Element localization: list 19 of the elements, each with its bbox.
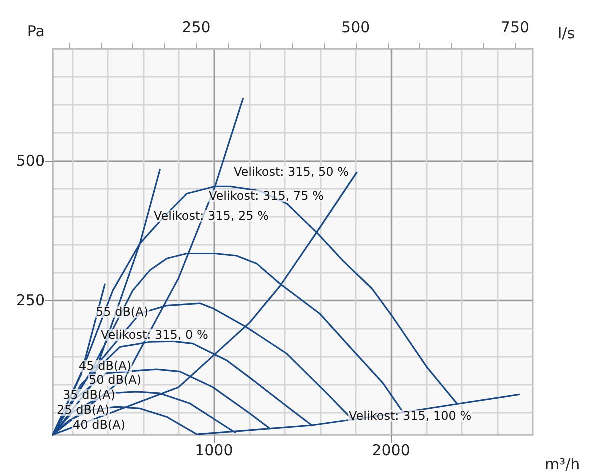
x2-tick-label: 250 [182, 18, 211, 36]
annotation: 50 dB(A) [89, 373, 142, 387]
annotation: 25 dB(A) [57, 403, 110, 417]
annotation: 45 dB(A) [79, 359, 132, 373]
annotation: Velikost: 315, 75 % [209, 189, 324, 203]
annotation: 55 dB(A) [96, 305, 149, 319]
x2-axis-title: l/s [558, 24, 576, 42]
annotation: Velikost: 315, 25 % [154, 209, 270, 223]
annotation: 35 dB(A) [63, 388, 116, 402]
annotation: Velikost: 315, 50 % [234, 165, 350, 179]
x-tick-label: 1000 [195, 442, 234, 460]
annotation: Velikost: 315, 100 % [349, 409, 472, 423]
x2-tick-label: 750 [500, 18, 530, 36]
x-axis-title: m³/h [545, 456, 580, 474]
annotation: Velikost: 315, 0 % [101, 328, 208, 342]
x2-tick-label: 500 [342, 18, 370, 36]
x-tick-label: 2000 [372, 442, 410, 460]
annotation: 40 dB(A) [73, 418, 126, 432]
y-axis-title: Pa [27, 22, 45, 40]
